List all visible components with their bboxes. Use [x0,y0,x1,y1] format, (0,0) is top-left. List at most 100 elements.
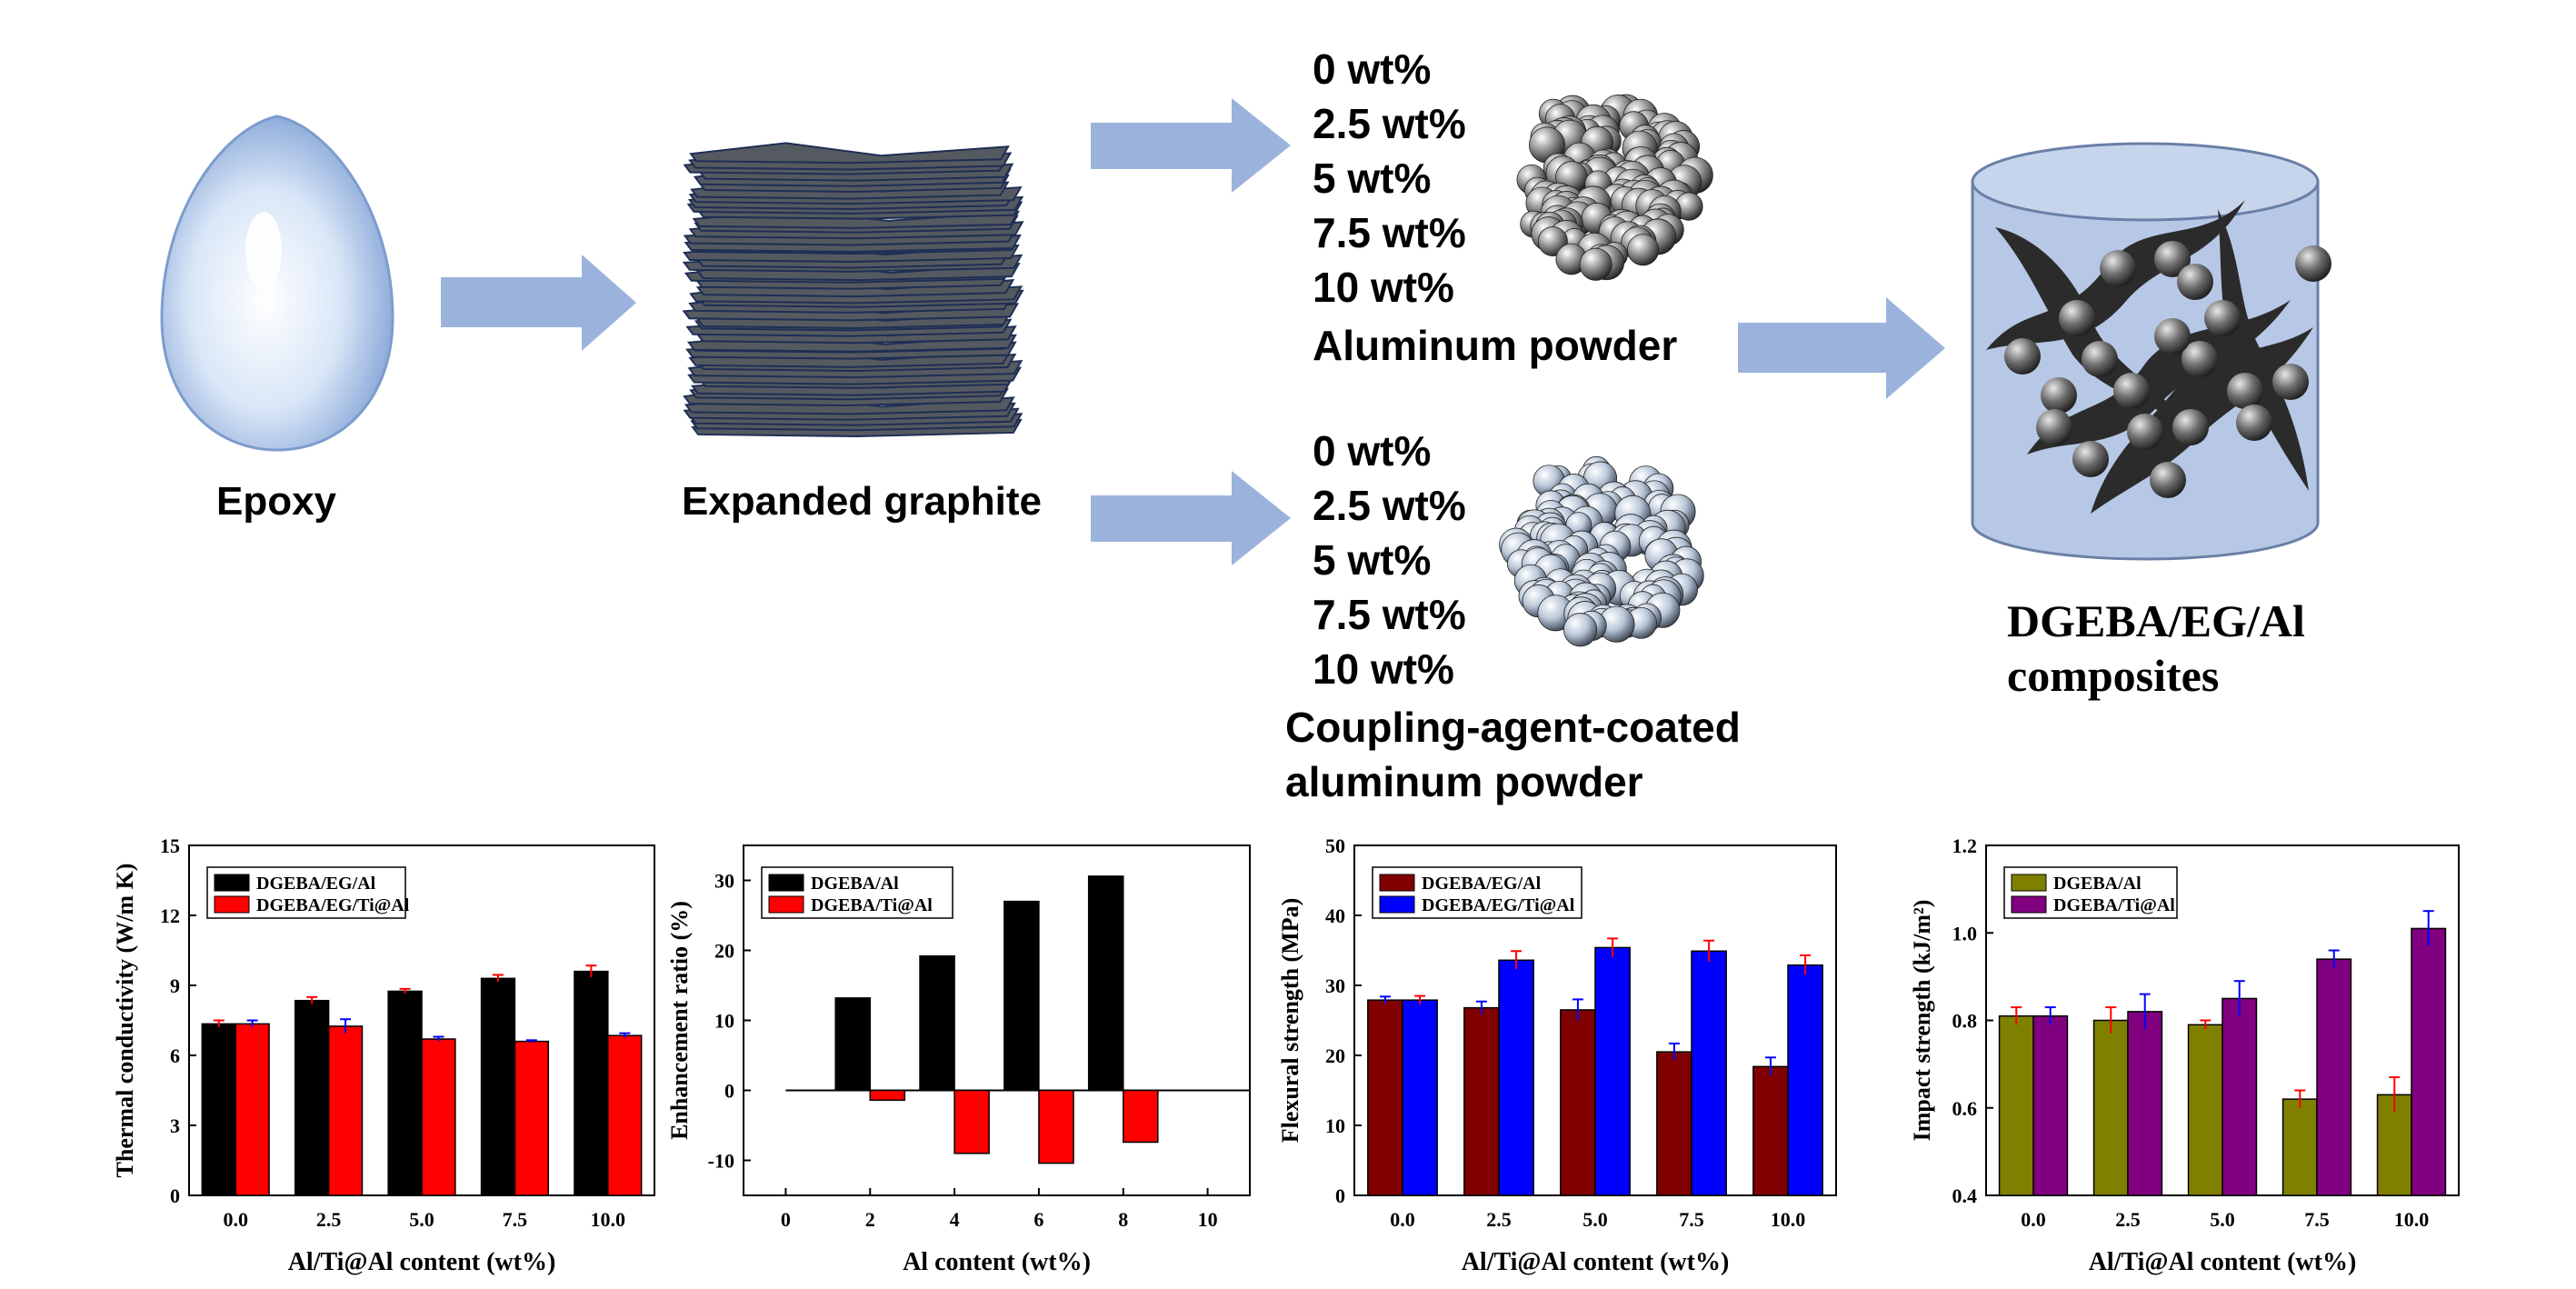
x-tick-label: 8 [1118,1208,1128,1231]
coated-loading-1: 2.5 wt% [1313,482,1466,529]
x-tick-label: 7.5 [1679,1208,1704,1231]
bar [2411,927,2447,1196]
aluminum-particle [2177,264,2213,300]
y-tick-label: 30 [714,870,734,893]
aluminum-loading-2: 5 wt% [1313,155,1431,202]
bar [1463,1006,1500,1196]
aluminum-particle [2059,300,2095,336]
legend-label: DGEBA/Al [811,874,899,894]
y-tick-label: 3 [170,1114,180,1137]
coated-loading-3: 7.5 wt% [1313,591,1466,638]
composite-fillers [1986,200,2331,514]
coated-loading-0: 0 wt% [1313,427,1431,475]
bar [607,1034,643,1196]
arrow-epoxy-to-graphite [441,255,636,351]
x-tick-label: 0 [781,1208,791,1231]
y-axis-label: Impact strength (kJ/m²) [1909,900,1935,1142]
x-tick-label: 10.0 [1771,1208,1806,1231]
bar [834,997,872,1092]
legend-swatch [214,895,250,914]
bar [387,990,423,1196]
y-tick-label: 10 [1325,1114,1345,1137]
legend-label: DGEBA/Ti@Al [811,895,933,915]
y-axis-label: Enhancement ratio (%) [666,901,693,1140]
x-tick-label: 2.5 [2115,1208,2141,1231]
y-tick-label: 0.6 [1952,1097,1978,1120]
aluminum-loadings-list: 0 wt% 2.5 wt% 5 wt% 7.5 wt% 10 wt% Alumi… [1313,45,1677,369]
legend-swatch [214,874,250,892]
arrow-to-aluminum [1091,98,1291,193]
powder-particle [1579,247,1612,281]
bar [514,1040,550,1196]
composite-label-line2: composites [2007,650,2219,701]
bar [1656,1051,1692,1196]
aluminum-loading-1: 2.5 wt% [1313,100,1466,147]
aluminum-particle [2072,441,2109,477]
bar [919,954,955,1092]
x-tick-label: 6 [1033,1208,1043,1231]
y-tick-label: 30 [1325,974,1345,997]
bar [1594,946,1631,1196]
x-axis-label: Al/Ti@Al content (wt%) [1462,1248,1730,1276]
y-tick-label: 50 [1325,834,1345,857]
x-tick-label: 7.5 [2304,1208,2330,1231]
aluminum-particle [2041,377,2077,414]
bar [954,1089,990,1154]
y-tick-label: 6 [170,1044,180,1067]
aluminum-particle [2154,318,2191,355]
aluminum-powder-caption: Aluminum powder [1313,322,1677,369]
coated-caption-line1: Coupling-agent-coated [1285,704,1741,751]
arrow-to-coated-aluminum [1091,471,1291,565]
coated-aluminum-particles [1499,455,1704,647]
bar [294,999,330,1196]
x-tick-label: 10.0 [2394,1208,2430,1231]
coated-caption-line2: aluminum powder [1285,758,1643,805]
y-tick-label: 40 [1325,904,1345,927]
impact-strength-chart: 0.4 0.6 0.8 1.0 1.2 Impact strength (kJ/m²) Al… [1909,834,2460,1276]
aluminum-particle [2127,414,2163,450]
aluminum-particle [2004,338,2041,375]
y-tick-label: 0.4 [1952,1184,1978,1207]
x-tick-label: 0.0 [2021,1208,2046,1231]
bar [1998,1014,2034,1196]
x-tick-label: 5.0 [2210,1208,2235,1231]
aluminum-loading-4: 10 wt% [1313,264,1454,311]
x-axis-label: Al/Ti@Al content (wt%) [288,1248,556,1276]
aluminum-loading-0: 0 wt% [1313,45,1431,93]
aluminum-particle [2100,250,2136,286]
aluminum-particle [2154,241,2191,277]
legend-label: DGEBA/EG/Ti@Al [256,895,410,915]
bar [2222,997,2258,1196]
bar [2032,1014,2069,1196]
aluminum-particle [2113,373,2150,409]
x-tick-label: 5.0 [1583,1208,1608,1231]
legend-swatch [1379,895,1415,914]
bar [1003,900,1040,1092]
bar [1752,1065,1789,1196]
y-tick-label: 20 [714,940,734,963]
bar [235,1023,270,1196]
aluminum-particle [2182,341,2218,377]
composite-cylinder [1971,142,2331,561]
bar [2281,1098,2318,1196]
bar [1787,964,1823,1196]
y-tick-label: 15 [160,834,180,857]
aluminum-particle [2204,300,2241,336]
coated-loadings-list: 0 wt% 2.5 wt% 5 wt% 7.5 wt% 10 wt% Coupl… [1285,427,1741,805]
epoxy-droplet [160,115,394,452]
legend-swatch [768,895,804,914]
graphite-flake [2027,300,2291,455]
bar [2187,1024,2223,1196]
legend-label: DGEBA/EG/Ti@Al [1422,895,1575,915]
x-tick-label: 2.5 [316,1208,342,1231]
y-tick-label: 20 [1325,1044,1345,1067]
bar [480,977,516,1196]
composite-label-line1: DGEBA/EG/Al [2007,595,2305,646]
bar [327,1025,364,1196]
powder-particle [1627,234,1660,266]
aluminum-particle [2295,245,2331,282]
aluminum-particle [2227,373,2263,409]
legend-swatch [768,874,804,892]
bar [1691,950,1727,1196]
